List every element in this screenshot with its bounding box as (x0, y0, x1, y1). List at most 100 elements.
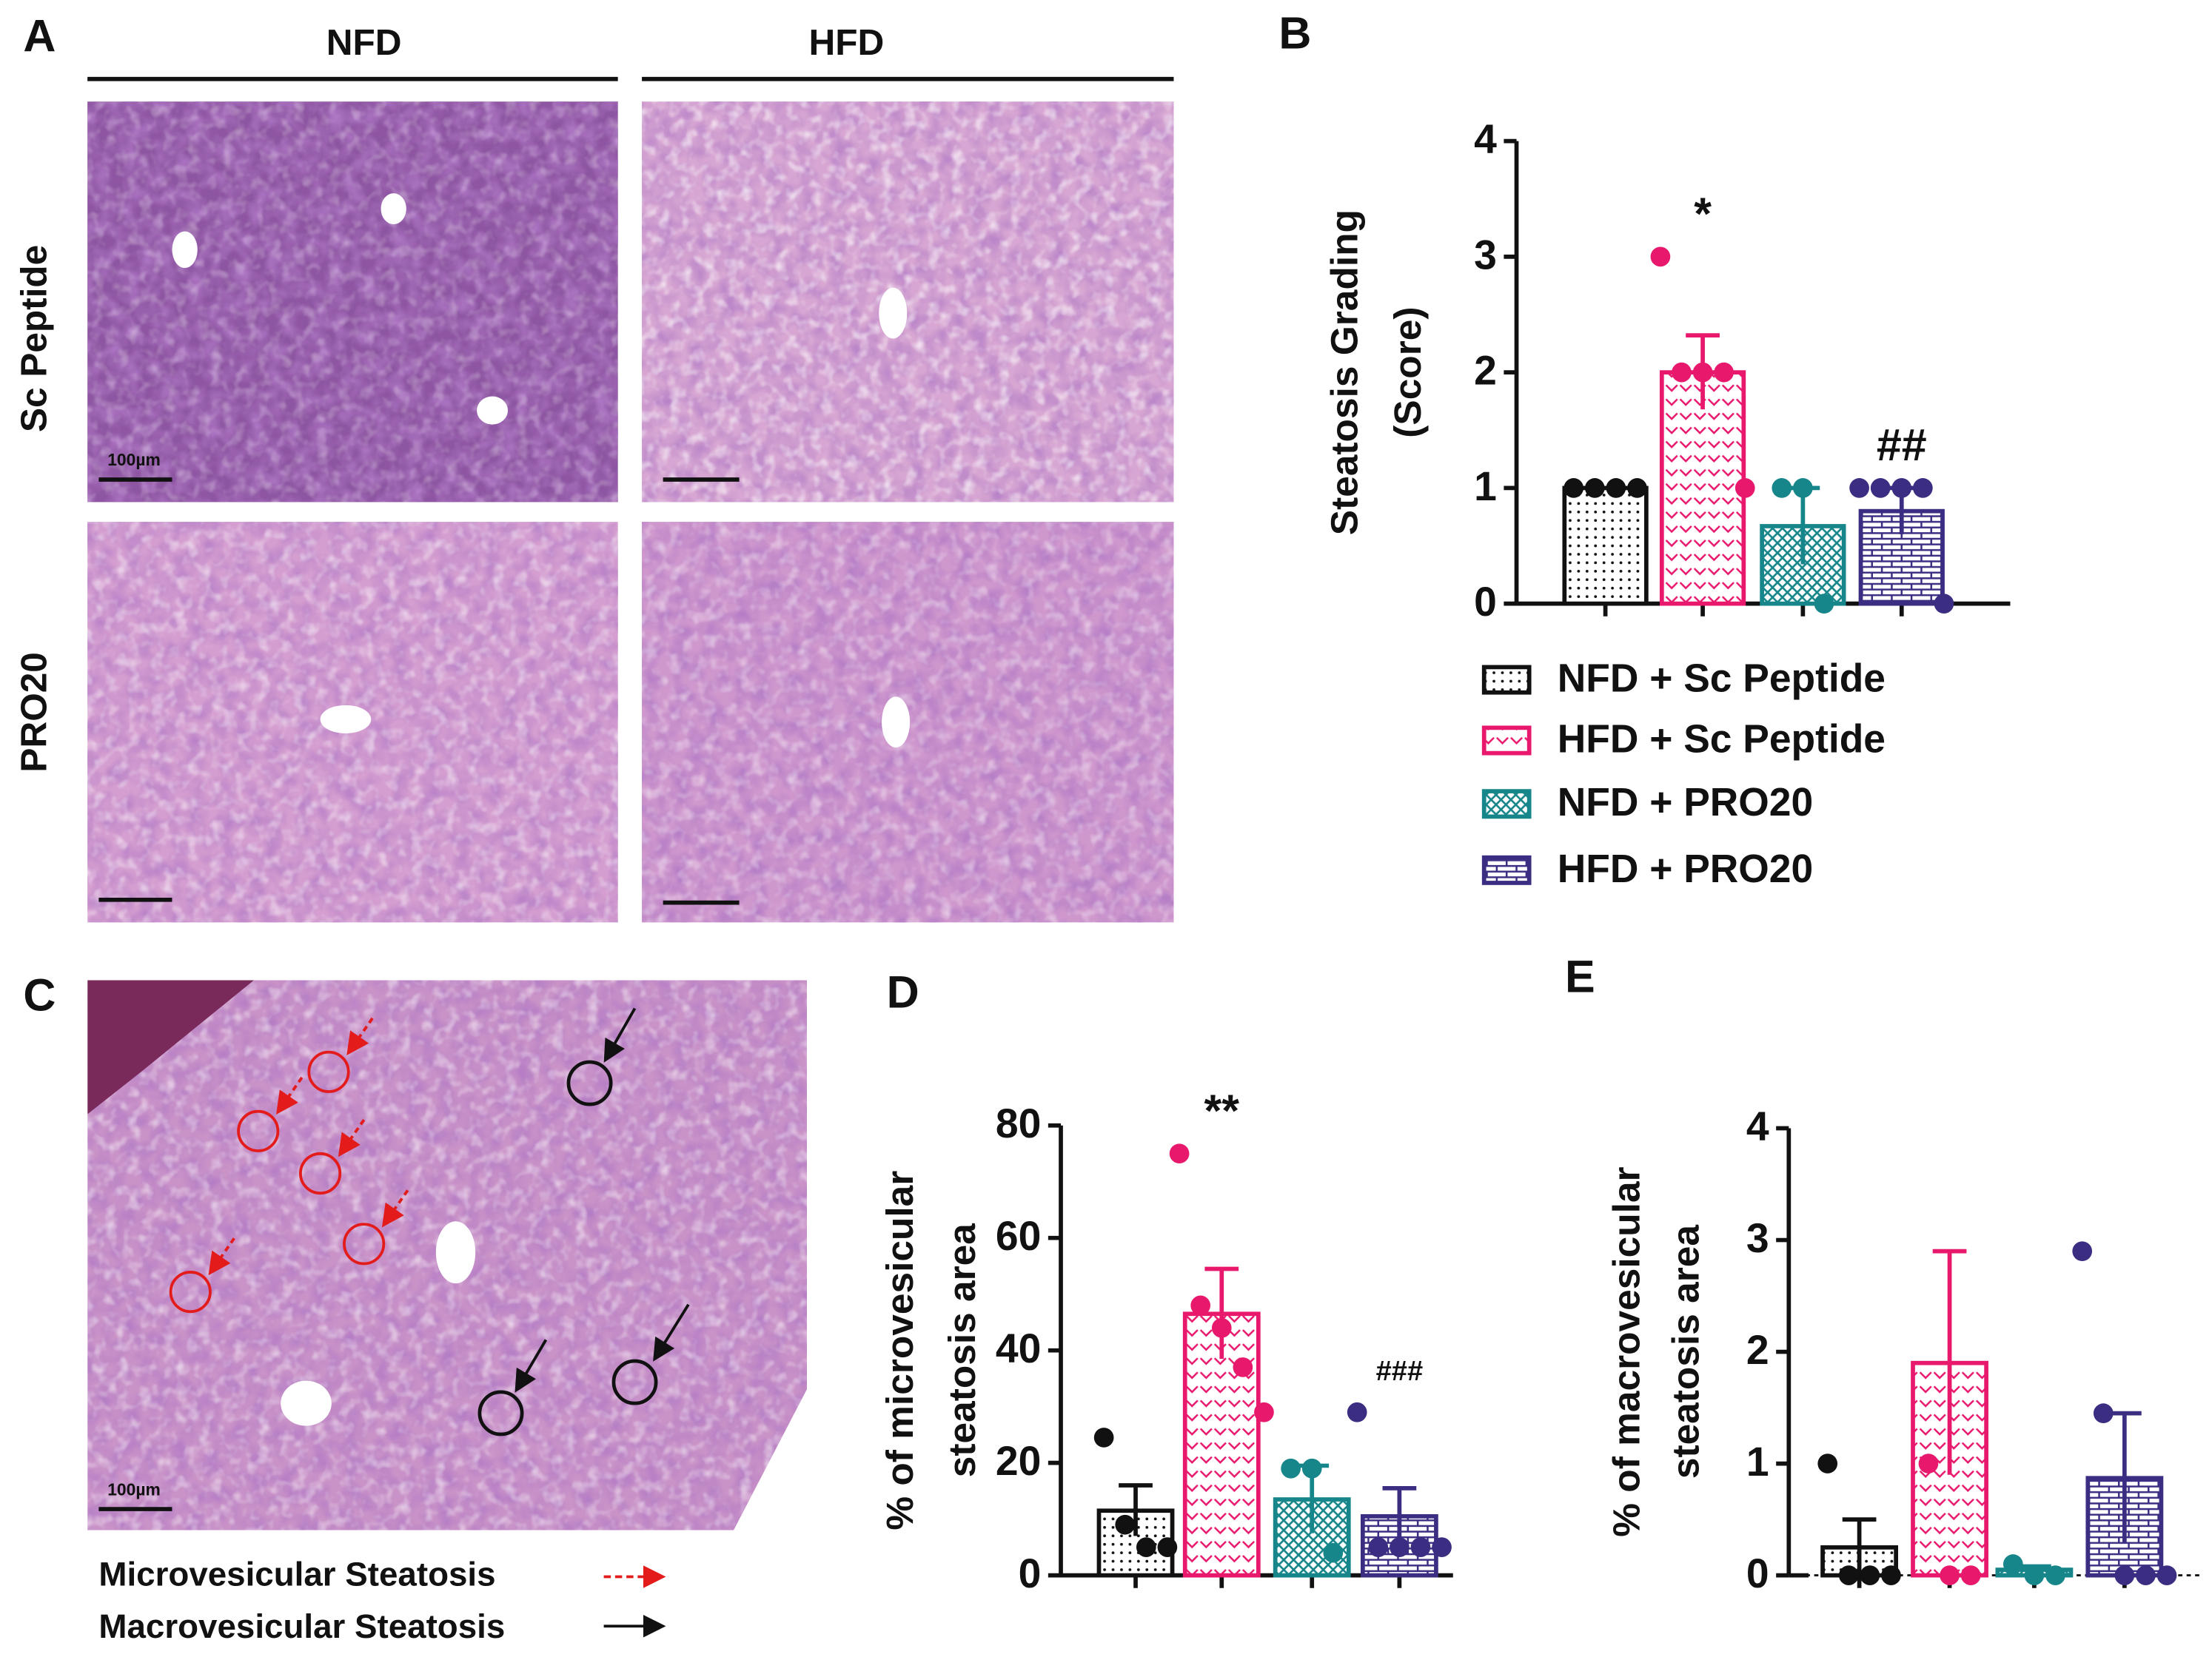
y-tick-label: 3 (1746, 1215, 1769, 1261)
y-tick-label: 0 (1019, 1550, 1042, 1596)
micrograph: 100µm (87, 101, 618, 503)
data-point (1281, 1458, 1301, 1479)
panel-label: C (23, 970, 56, 1020)
data-point (2136, 1565, 2156, 1585)
data-point (1347, 1402, 1367, 1422)
data-point (2024, 1565, 2045, 1585)
row-label: PRO20 (14, 652, 55, 772)
y-tick-label: 0 (1474, 579, 1497, 625)
micrograph: 100µm (87, 980, 808, 1530)
data-point (1410, 1537, 1431, 1557)
data-point (1564, 478, 1584, 498)
y-tick-label: 4 (1746, 1103, 1769, 1149)
significance: * (1694, 189, 1712, 239)
legend-swatch (1481, 665, 1532, 695)
significance: ### (1376, 1356, 1424, 1387)
data-point (1190, 1295, 1211, 1316)
data-point (1913, 478, 1933, 498)
y-tick-label: 4 (1474, 116, 1497, 162)
annotation-legend: Macrovesicular Steatosis (98, 1607, 505, 1645)
scale-label: 100µm (107, 450, 161, 469)
y-tick-label: 2 (1746, 1327, 1769, 1373)
data-point (1672, 362, 1692, 383)
legend-label: HFD + Sc Peptide (1558, 717, 1886, 761)
legend-swatch (1481, 789, 1532, 819)
micrograph (642, 522, 1174, 923)
y-axis-label: % of macrovesicular (1605, 1166, 1648, 1536)
micrograph (87, 522, 618, 923)
panel-label: D (887, 967, 919, 1018)
data-point (1714, 362, 1734, 383)
data-point (1881, 1565, 1901, 1585)
bar (1562, 485, 1649, 606)
data-point (1233, 1357, 1253, 1377)
legend-label: HFD + PRO20 (1558, 847, 1813, 891)
data-point (2002, 1554, 2023, 1574)
data-point (1692, 362, 1713, 383)
data-point (1849, 478, 1869, 498)
data-point (1169, 1143, 1190, 1164)
significance: ** (1204, 1085, 1240, 1135)
data-point (1870, 478, 1891, 498)
y-tick-label: 80 (996, 1100, 1041, 1146)
data-point (1323, 1542, 1344, 1563)
micrograph (642, 101, 1174, 503)
data-point (1793, 478, 1813, 498)
data-point (1960, 1565, 1981, 1585)
y-tick-label: 2 (1474, 348, 1497, 394)
data-point (1093, 1428, 1114, 1448)
y-tick-label: 3 (1474, 232, 1497, 278)
y-tick-label: 1 (1746, 1439, 1769, 1485)
legend-swatch (1481, 855, 1532, 885)
data-point (1650, 246, 1671, 267)
data-point (1860, 1565, 1880, 1585)
data-point (1817, 1454, 1838, 1473)
data-point (1627, 478, 1647, 498)
panel-label: A (23, 11, 56, 61)
legend-label: NFD + PRO20 (1558, 781, 1813, 824)
panel-label: E (1565, 952, 1595, 1002)
legend-label: NFD + Sc Peptide (1558, 657, 1886, 701)
y-axis-label: steatosis area (940, 1223, 983, 1478)
data-point (1940, 1565, 1960, 1585)
data-point (1115, 1514, 1136, 1535)
data-point (1254, 1402, 1274, 1422)
panel-label: B (1278, 8, 1311, 58)
data-point (2156, 1565, 2177, 1585)
data-point (1814, 594, 1834, 614)
scale-label: 100µm (107, 1479, 161, 1499)
y-axis-label: % of microvesicular (878, 1171, 921, 1530)
data-point (1934, 594, 1954, 614)
y-tick-label: 60 (996, 1213, 1041, 1259)
data-point (2093, 1403, 2114, 1423)
data-point (1891, 478, 1912, 498)
error-bar (2107, 1411, 2142, 1543)
data-point (1301, 1458, 1322, 1479)
data-point (1432, 1537, 1452, 1557)
error-bar (1932, 1249, 1967, 1475)
row-label: Sc Peptide (14, 245, 55, 432)
data-point (2114, 1565, 2135, 1585)
y-axis-label: steatosis area (1664, 1225, 1707, 1479)
y-axis-label: (Score) (1386, 307, 1429, 438)
error-bar (1382, 1485, 1417, 1545)
data-point (1584, 478, 1605, 498)
error-bar (1204, 1266, 1239, 1360)
charts: B Steatosis Grading (Score) 0 1 2 3 4 * ## NFD + S… (878, 8, 2201, 1596)
data-point (1390, 1537, 1410, 1557)
error-bar (1842, 1517, 1877, 1576)
y-tick-label: 40 (996, 1325, 1041, 1371)
data-point (1772, 478, 1792, 498)
legend-swatch (1481, 725, 1532, 756)
data-point (1918, 1454, 1939, 1473)
error-bar (1119, 1483, 1153, 1536)
data-point (1368, 1537, 1389, 1557)
column-label: NFD (326, 22, 402, 63)
y-tick-label: 1 (1474, 463, 1497, 509)
y-axis-label: Steatosis Grading (1322, 209, 1365, 535)
column-label: HFD (808, 22, 884, 63)
annotation-legend: Microvesicular Steatosis (98, 1556, 495, 1593)
data-point (1735, 478, 1755, 498)
data-point (2072, 1241, 2093, 1261)
